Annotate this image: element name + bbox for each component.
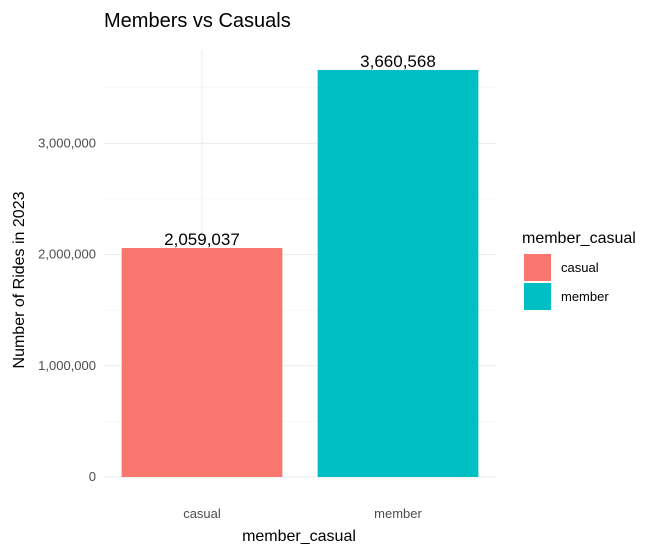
legend-title: member_casual	[522, 230, 636, 247]
y-tick-label: 3,000,000	[38, 135, 96, 150]
legend-label-casual: casual	[561, 260, 599, 275]
y-axis-ticks: 0 1,000,000 2,000,000 3,000,000	[38, 135, 96, 484]
bar-value-labels: 2,059,037 3,660,568	[164, 52, 436, 249]
x-tick-label-member: member	[374, 506, 422, 521]
bar-casual	[121, 248, 283, 477]
bar-value-label-casual: 2,059,037	[164, 230, 240, 249]
chart-title: Members vs Casuals	[104, 10, 291, 32]
bar-member	[317, 69, 479, 478]
legend-swatch-casual	[524, 254, 551, 281]
y-tick-label: 0	[89, 469, 96, 484]
y-tick-label: 1,000,000	[38, 358, 96, 373]
x-axis-title: member_casual	[242, 528, 356, 545]
legend-swatch-member	[524, 283, 551, 310]
bar-value-label-member: 3,660,568	[360, 52, 436, 71]
y-tick-label: 2,000,000	[38, 247, 96, 262]
bars	[121, 69, 479, 478]
y-axis-title: Number of Rides in 2023	[11, 191, 28, 368]
legend-items: casual member	[524, 254, 609, 310]
legend-label-member: member	[561, 289, 609, 304]
legend: member_casual casual member	[522, 230, 636, 310]
x-axis-ticks: casual member	[183, 506, 422, 521]
x-tick-label-casual: casual	[183, 506, 221, 521]
